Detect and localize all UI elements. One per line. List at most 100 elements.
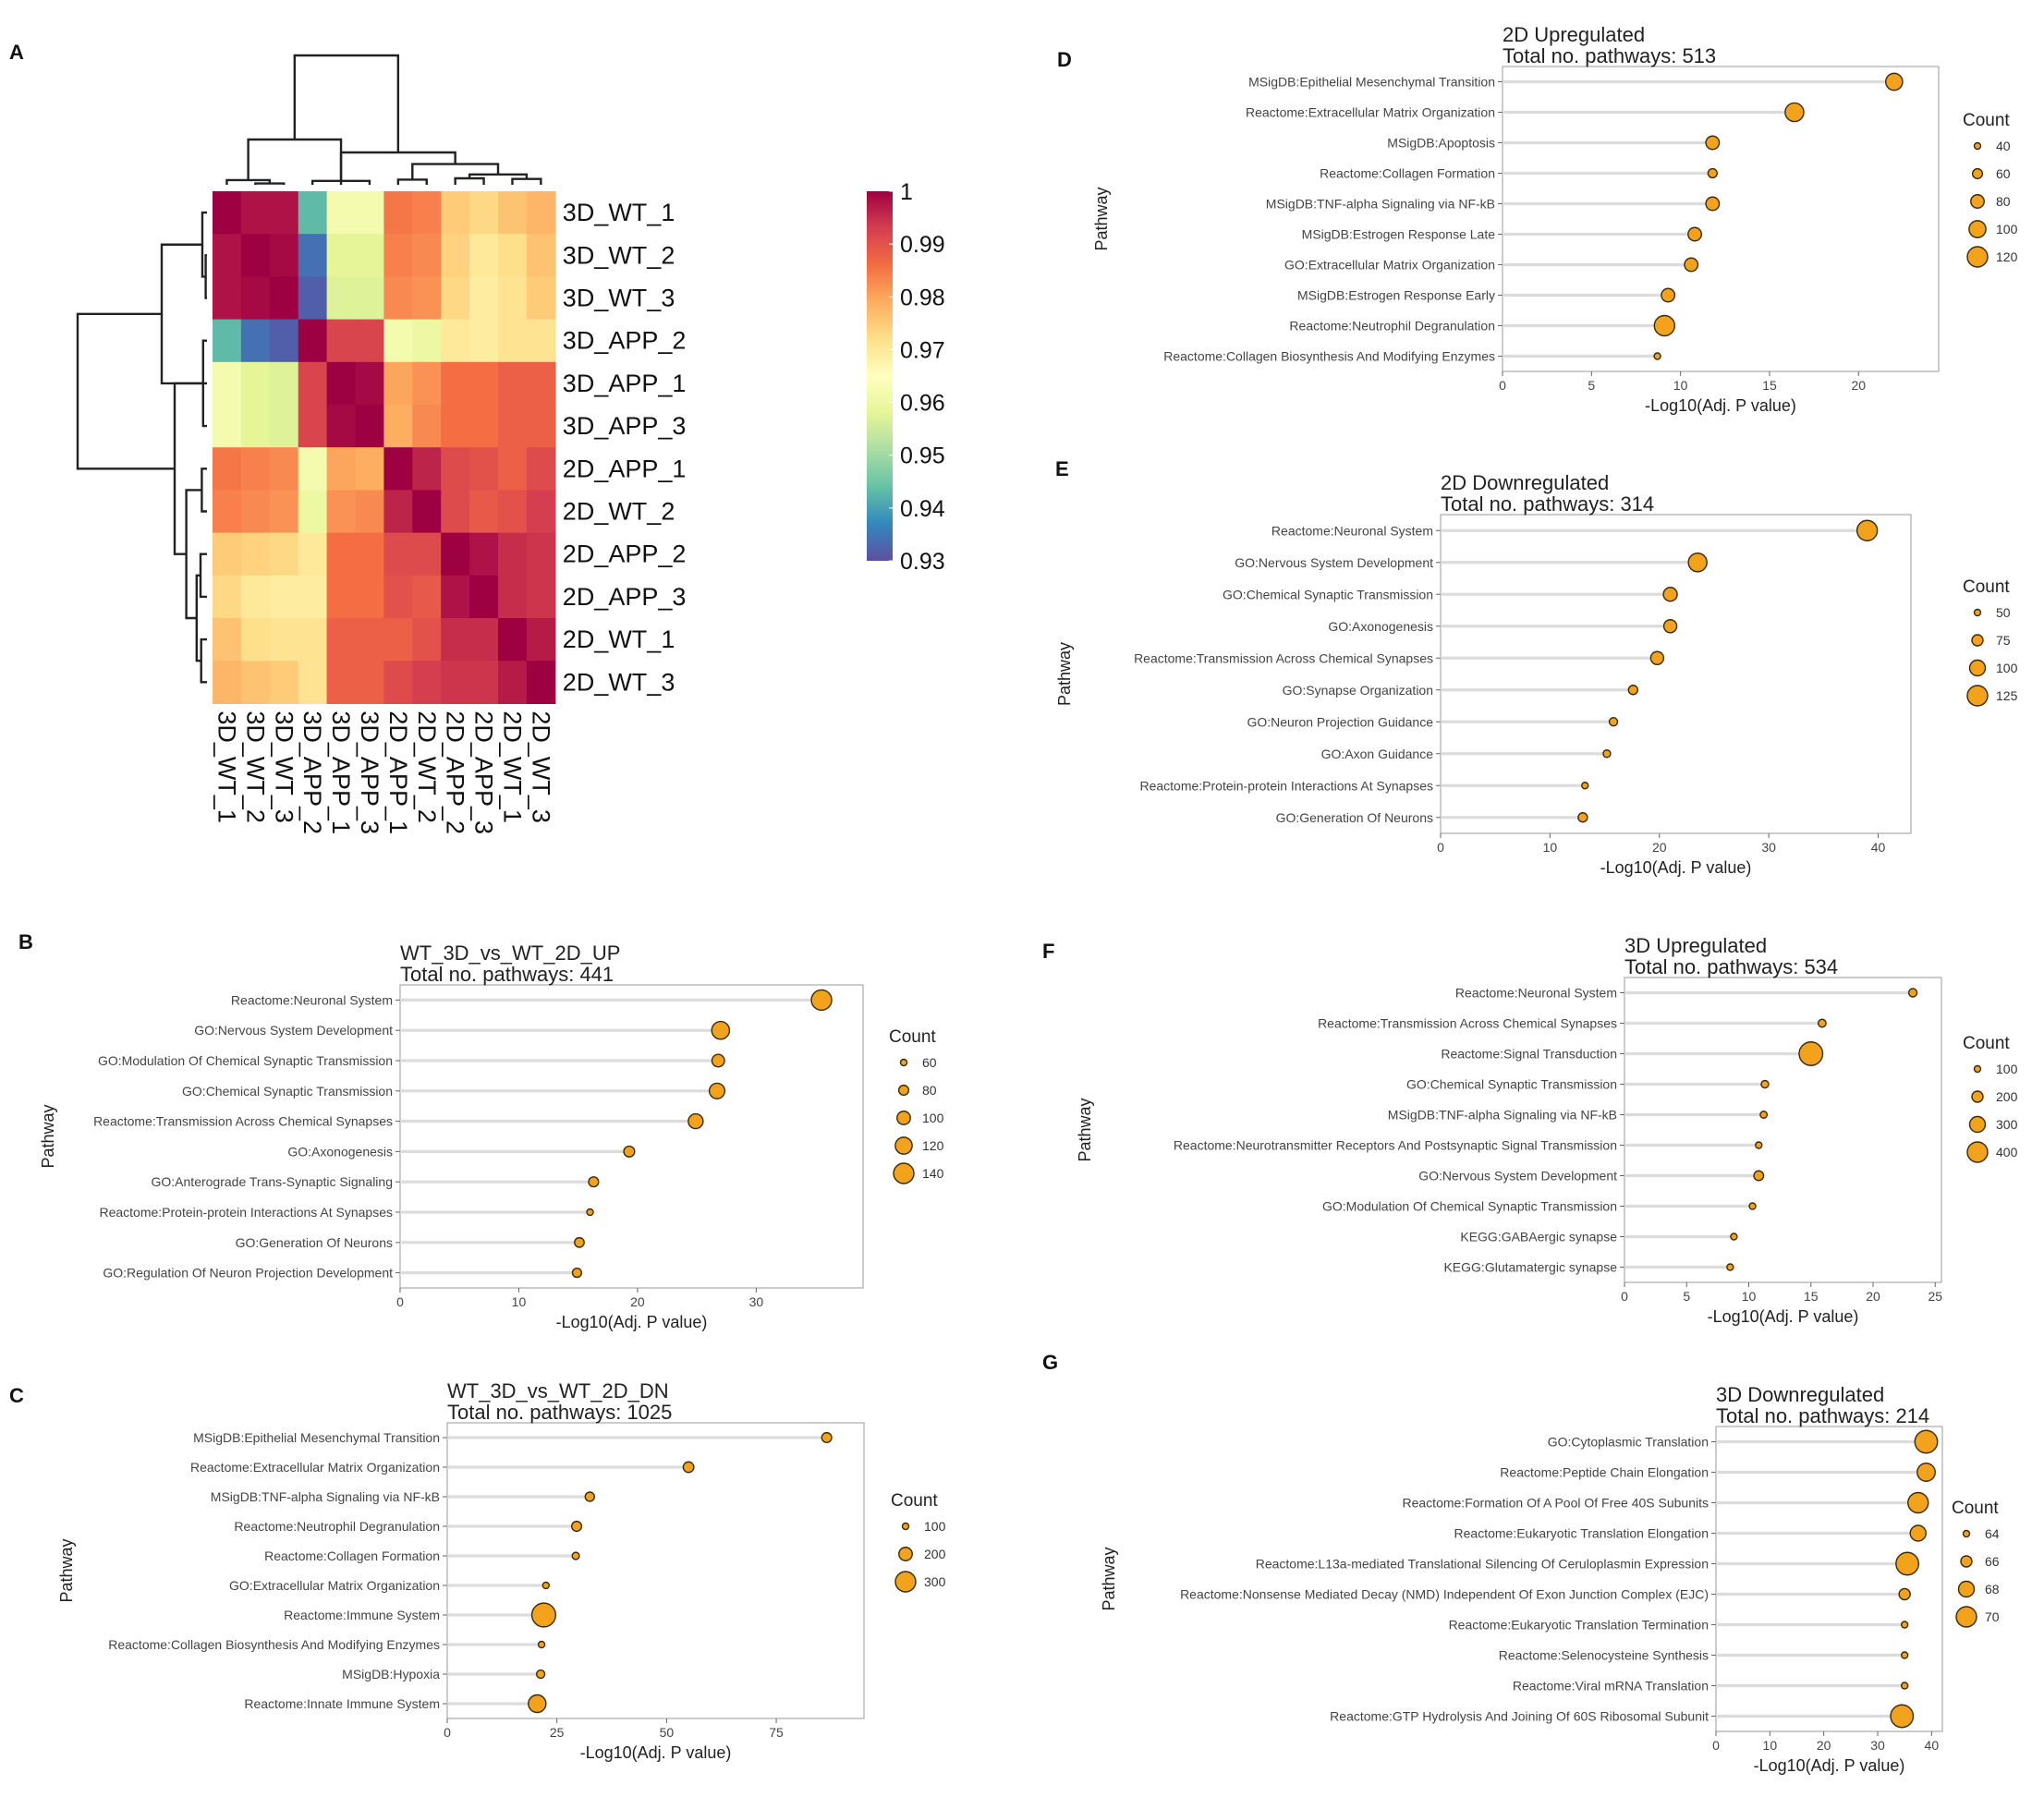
heatmap-cell: [383, 361, 413, 406]
y-axis-title: Pathway: [39, 1104, 57, 1168]
legend-label: 100: [1996, 222, 2018, 237]
heatmap-cell: [298, 276, 328, 321]
heatmap-cell: [213, 405, 242, 448]
heatmap-cell: [326, 490, 357, 534]
heatmap-cell: [298, 234, 328, 277]
legend-label: 100: [924, 1519, 946, 1534]
heatmap-cell: [498, 447, 528, 491]
heatmap-cell: [326, 361, 357, 406]
heatmap-cell: [240, 234, 271, 277]
heatmap-row-label: 3D_WT_3: [563, 285, 675, 312]
pathway-label: GO:Axon Guidance: [1321, 747, 1434, 761]
pathway-label: GO:Chemical Synaptic Transmission: [1406, 1077, 1617, 1092]
x-tick-label: 0: [1499, 378, 1506, 393]
legend-swatch: [1966, 1141, 1989, 1163]
heatmap-cell: [469, 405, 499, 448]
legend-title: Count: [1963, 577, 2010, 597]
heatmap-cell: [498, 276, 528, 321]
data-point: [1684, 257, 1699, 273]
pathway-label: MSigDB:TNF-alpha Signaling via NF-kB: [1388, 1108, 1617, 1123]
pathway-label: Reactome:Neutrophil Degranulation: [1289, 319, 1495, 334]
row-dendrogram-branch: [199, 552, 207, 599]
pathway-label: GO:Chemical Synaptic Transmission: [1223, 587, 1433, 601]
heatmap-cell: [469, 618, 499, 662]
heatmap-cell: [326, 405, 357, 448]
heatmap-cell: [213, 618, 242, 662]
pathway-label: Reactome:Collagen Biosynthesis And Modif…: [108, 1637, 440, 1652]
data-point: [1687, 226, 1703, 242]
panel-letter-f: F: [1042, 940, 1054, 963]
heatmap-column-label: 2D_APP_1: [384, 710, 412, 834]
heatmap-cell: [526, 234, 556, 277]
heatmap-row-label: 2D_APP_3: [563, 583, 687, 611]
legend-label: 64: [1985, 1526, 2000, 1541]
data-point: [1895, 1551, 1920, 1576]
data-point: [535, 1669, 546, 1680]
heatmap-cell: [269, 490, 299, 534]
heatmap-column-label: 2D_APP_2: [442, 710, 469, 834]
legend-swatch: [1970, 194, 1985, 209]
column-dendrogram-branch: [454, 176, 485, 185]
heatmap-cell: [355, 191, 384, 235]
data-point: [1898, 1587, 1911, 1601]
pathway-label: GO:Neuron Projection Guidance: [1247, 714, 1433, 729]
data-point: [1653, 314, 1676, 337]
chart-subtitle: Total no. pathways: 534: [1624, 955, 1838, 978]
heatmap-cell: [526, 405, 556, 448]
heatmap-cell: [213, 575, 242, 619]
data-point: [1662, 587, 1678, 602]
heatmap-cell: [240, 191, 271, 235]
heatmap-cell: [441, 490, 470, 534]
heatmap-cell: [240, 361, 271, 406]
x-tick-label: 20: [1852, 378, 1867, 393]
heatmap-cell: [240, 405, 271, 448]
legend-label: 60: [922, 1055, 937, 1070]
legend-label: 66: [1985, 1554, 2000, 1569]
heatmap-cell: [412, 361, 442, 406]
heatmap-cell: [326, 191, 357, 235]
pathway-label: Reactome:Selenocysteine Synthesis: [1499, 1648, 1709, 1663]
pathway-label: GO:Axonogenesis: [287, 1144, 393, 1159]
heatmap-row-label: 3D_WT_2: [563, 241, 675, 269]
heatmap-cell: [269, 618, 299, 662]
heatmap-cell: [355, 361, 384, 406]
legend-label: 120: [922, 1138, 944, 1153]
legend-title: Count: [1952, 1499, 1999, 1518]
heatmap-cell: [298, 191, 328, 235]
heatmap-cell: [383, 405, 413, 448]
x-axis-title: -Log10(Adj. P value): [1708, 1307, 1859, 1326]
heatmap-cell: [412, 575, 442, 619]
heatmap-cell: [526, 361, 556, 406]
legend-swatch: [1971, 167, 1984, 180]
pathway-label: Reactome:Peptide Chain Elongation: [1500, 1465, 1709, 1480]
x-tick-label: 25: [550, 1725, 565, 1740]
heatmap-cell: [526, 276, 556, 321]
heatmap-cell: [441, 532, 470, 577]
heatmap-cell: [213, 447, 242, 491]
heatmap-cell: [269, 661, 299, 704]
row-dendrogram-branch: [160, 243, 203, 385]
pathway-label: Reactome:Transmission Across Chemical Sy…: [1134, 650, 1433, 665]
plot-frame: [1624, 977, 1942, 1283]
legend-title: Count: [889, 1027, 936, 1047]
legend-label: 200: [924, 1547, 946, 1561]
data-point: [1730, 1232, 1738, 1241]
heatmap-cell: [469, 532, 499, 577]
colorbar-tick-label: 0.98: [900, 285, 945, 310]
heatmap-row-label: 3D_APP_3: [563, 412, 687, 440]
legend-swatch: [896, 1111, 911, 1125]
heatmap-cell: [240, 276, 271, 321]
heatmap-cell: [441, 661, 470, 704]
data-point: [1759, 1111, 1769, 1119]
pathway-label: GO:Chemical Synaptic Transmission: [182, 1084, 393, 1099]
pathway-label: GO:Cytoplasmic Translation: [1548, 1435, 1709, 1450]
legend-label: 70: [1985, 1609, 2000, 1624]
pathway-label: Reactome:Immune System: [284, 1608, 440, 1622]
data-point: [821, 1431, 833, 1444]
heatmap-row-label: 3D_APP_1: [563, 370, 687, 397]
heatmap-cell: [383, 447, 413, 491]
heatmap-cell: [441, 319, 470, 363]
heatmap-cell: [498, 319, 528, 363]
